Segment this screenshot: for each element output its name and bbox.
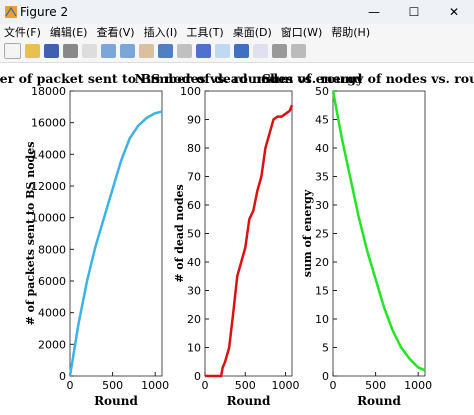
y-tick-label: 15 — [315, 285, 329, 298]
y-tick-label: 40 — [187, 256, 201, 269]
x-tick-label: 500 — [365, 379, 386, 392]
x-tick-label: 0 — [202, 379, 209, 392]
data-line — [205, 104, 294, 378]
y-axis-label: # of packets sent to BS nodes — [24, 142, 37, 326]
menu-item[interactable]: 窗口(W) — [280, 26, 323, 39]
y-axis-label: sum of energy — [301, 189, 314, 277]
x-tick-label: 1000 — [141, 379, 169, 392]
datacursor-button[interactable] — [177, 44, 192, 58]
x-tick-label: 1000 — [404, 379, 432, 392]
y-tick-label: 45 — [315, 114, 329, 127]
axes-box — [69, 90, 163, 377]
y-tick-label: 2000 — [38, 338, 66, 351]
menu-item[interactable]: 帮助(H) — [331, 26, 371, 39]
toolbar — [0, 40, 474, 63]
y-tick-label: 0 — [59, 370, 66, 383]
x-axis-label: Round — [94, 394, 138, 408]
x-tick-label: 1000 — [272, 379, 300, 392]
x-tick-label: 0 — [67, 379, 74, 392]
y-tick-label: 4000 — [38, 307, 66, 320]
hide-tools-button[interactable] — [272, 44, 287, 58]
y-tick-label: 90 — [187, 114, 201, 127]
menu-item[interactable]: 编辑(E) — [49, 26, 88, 39]
chart-title: Number of dead nodes vs. round — [135, 71, 363, 86]
chart-title: Sum of energy of nodes vs. round — [262, 71, 474, 86]
zoom-out-button[interactable] — [120, 44, 135, 58]
menu-item[interactable]: 桌面(D) — [232, 26, 272, 39]
menu-item[interactable]: 查看(V) — [96, 26, 135, 39]
y-tick-label: 50 — [187, 228, 201, 241]
y-tick-label: 14000 — [31, 148, 66, 161]
y-tick-label: 60 — [187, 199, 201, 212]
y-tick-label: 10 — [187, 342, 201, 355]
y-tick-label: 50 — [315, 85, 329, 98]
close-button[interactable]: ✕ — [448, 5, 460, 19]
y-tick-label: 40 — [315, 142, 329, 155]
figure-canvas: 0200040006000800010000120001400016000180… — [0, 71, 474, 408]
x-axis-label: Round — [357, 394, 401, 408]
y-tick-label: 10 — [315, 313, 329, 326]
data-line — [68, 110, 163, 377]
brush-button[interactable] — [196, 44, 211, 58]
y-tick-label: 0 — [194, 370, 201, 383]
x-tick-label: 500 — [235, 379, 256, 392]
y-tick-label: 80 — [187, 142, 201, 155]
y-tick-label: 35 — [315, 171, 329, 184]
y-tick-label: 12000 — [31, 180, 66, 193]
window-title: Figure 2 — [20, 5, 69, 19]
y-tick-label: 100 — [180, 85, 201, 98]
menu-bar: 文件(F) 编辑(E) 查看(V) 插入(I) 工具(T) 桌面(D) 窗口(W) 帮助(H) — [0, 24, 474, 40]
open-button[interactable] — [25, 44, 40, 58]
colorbar-button[interactable] — [234, 44, 249, 58]
pan-button[interactable] — [139, 44, 154, 58]
title-bar: Figure 2 — ☐ ✕ — [0, 0, 474, 24]
axes-box — [332, 90, 426, 377]
y-tick-label: 20 — [187, 313, 201, 326]
dock-button[interactable] — [291, 44, 306, 58]
y-tick-label: 30 — [187, 285, 201, 298]
save-button[interactable] — [44, 44, 59, 58]
legend-button[interactable] — [253, 44, 268, 58]
y-tick-label: 20 — [315, 256, 329, 269]
y-tick-label: 6000 — [38, 275, 66, 288]
chart-title: Number of packet sent to BS nodes vs. ro… — [0, 71, 275, 86]
zoom-in-button[interactable] — [101, 44, 116, 58]
y-tick-label: 16000 — [31, 117, 66, 130]
y-tick-label: 10000 — [31, 212, 66, 225]
y-tick-label: 8000 — [38, 243, 66, 256]
data-line — [331, 90, 426, 372]
x-tick-label: 500 — [102, 379, 123, 392]
y-tick-label: 25 — [315, 228, 329, 241]
y-tick-label: 0 — [322, 370, 329, 383]
y-axis-label: # of dead nodes — [173, 184, 186, 283]
menu-item[interactable]: 工具(T) — [186, 26, 224, 39]
pointer-button[interactable] — [82, 44, 97, 58]
x-axis-label: Round — [227, 394, 271, 408]
print-button[interactable] — [63, 44, 78, 58]
y-tick-label: 30 — [315, 199, 329, 212]
app-icon — [5, 6, 17, 18]
minimize-button[interactable]: — — [368, 5, 380, 19]
menu-item[interactable]: 插入(I) — [143, 26, 178, 39]
x-tick-label: 0 — [330, 379, 337, 392]
y-tick-label: 70 — [187, 171, 201, 184]
link-button[interactable] — [215, 44, 230, 58]
new-button[interactable] — [4, 43, 21, 59]
rotate-button[interactable] — [158, 44, 173, 58]
maximize-button[interactable]: ☐ — [408, 5, 420, 19]
menu-item[interactable]: 文件(F) — [4, 26, 41, 39]
y-tick-label: 18000 — [31, 85, 66, 98]
y-tick-label: 5 — [322, 342, 329, 355]
